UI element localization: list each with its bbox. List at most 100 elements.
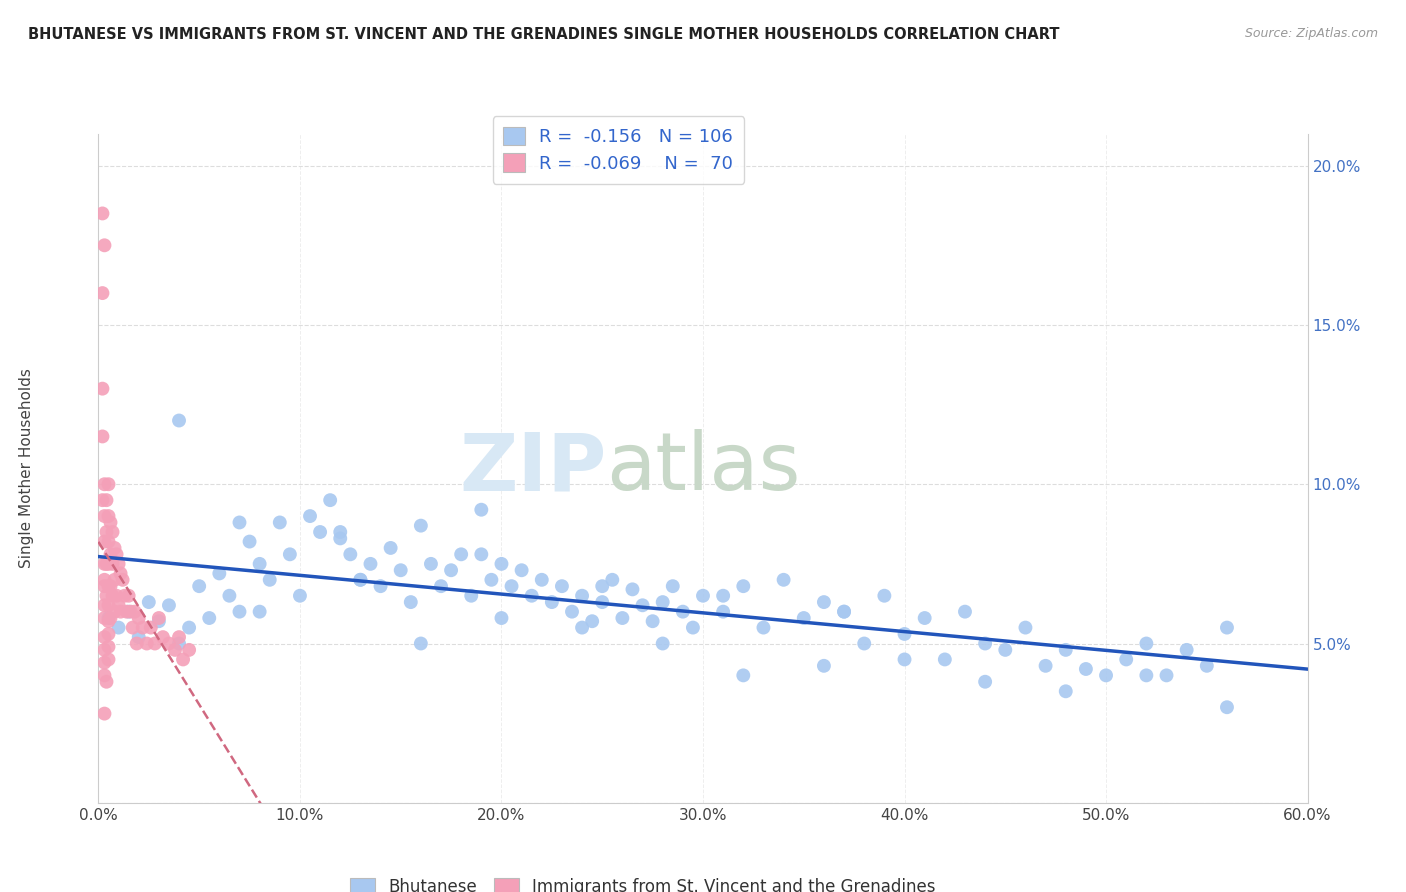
Point xyxy=(139,621,162,635)
Point xyxy=(651,595,673,609)
Point xyxy=(132,621,155,635)
Point xyxy=(107,599,129,613)
Point xyxy=(97,534,120,549)
Point xyxy=(470,502,492,516)
Point xyxy=(1054,643,1077,657)
Point xyxy=(100,611,122,625)
Point xyxy=(118,589,141,603)
Point xyxy=(179,621,201,635)
Point xyxy=(893,627,915,641)
Point xyxy=(430,579,453,593)
Point xyxy=(692,589,714,603)
Point xyxy=(228,516,250,530)
Point xyxy=(470,547,492,561)
Point xyxy=(752,621,775,635)
Point xyxy=(491,611,513,625)
Point xyxy=(97,579,120,593)
Point xyxy=(440,563,463,577)
Point xyxy=(228,605,250,619)
Point xyxy=(420,557,443,571)
Point xyxy=(100,547,122,561)
Point xyxy=(167,636,190,650)
Point xyxy=(110,566,132,581)
Point xyxy=(259,573,281,587)
Point xyxy=(733,579,755,593)
Point xyxy=(1135,668,1157,682)
Point xyxy=(561,605,583,619)
Point xyxy=(91,429,114,443)
Point xyxy=(339,547,361,561)
Point xyxy=(612,611,634,625)
Point xyxy=(581,614,603,628)
Point xyxy=(460,589,482,603)
Point xyxy=(1074,662,1097,676)
Point xyxy=(114,589,136,603)
Point xyxy=(128,630,150,644)
Point xyxy=(934,652,956,666)
Legend: Bhutanese, Immigrants from St. Vincent and the Grenadines: Bhutanese, Immigrants from St. Vincent a… xyxy=(343,871,942,892)
Point xyxy=(651,636,673,650)
Point xyxy=(641,614,664,628)
Point xyxy=(103,541,125,555)
Point xyxy=(249,557,271,571)
Point xyxy=(121,621,143,635)
Point xyxy=(148,614,170,628)
Point xyxy=(179,643,201,657)
Point xyxy=(239,534,262,549)
Point xyxy=(1095,668,1118,682)
Point xyxy=(100,516,122,530)
Point xyxy=(389,563,412,577)
Text: ZIP: ZIP xyxy=(458,429,606,508)
Point xyxy=(793,611,815,625)
Point xyxy=(101,524,124,539)
Point xyxy=(97,477,120,491)
Point xyxy=(349,573,371,587)
Point xyxy=(520,589,543,603)
Point xyxy=(501,579,523,593)
Point xyxy=(813,658,835,673)
Point xyxy=(329,532,352,546)
Point xyxy=(103,605,125,619)
Point xyxy=(97,611,120,625)
Point xyxy=(1014,621,1036,635)
Point xyxy=(399,595,422,609)
Point xyxy=(97,557,120,571)
Point xyxy=(93,557,115,571)
Point xyxy=(188,579,211,593)
Point xyxy=(96,524,118,539)
Point xyxy=(93,643,115,657)
Point xyxy=(97,599,120,613)
Point xyxy=(157,636,180,650)
Point xyxy=(143,636,166,650)
Point xyxy=(349,573,371,587)
Point xyxy=(853,636,876,650)
Point xyxy=(93,477,115,491)
Point xyxy=(93,573,115,587)
Point xyxy=(772,573,794,587)
Point xyxy=(110,605,132,619)
Point xyxy=(491,557,513,571)
Point xyxy=(120,605,142,619)
Point xyxy=(97,652,120,666)
Point xyxy=(1035,658,1057,673)
Point xyxy=(93,706,115,721)
Point xyxy=(481,573,503,587)
Point xyxy=(128,611,150,625)
Point xyxy=(105,547,128,561)
Point xyxy=(1216,621,1239,635)
Point xyxy=(672,605,695,619)
Point xyxy=(621,582,644,597)
Point xyxy=(91,382,114,396)
Point xyxy=(105,589,128,603)
Text: atlas: atlas xyxy=(606,429,800,508)
Point xyxy=(1175,643,1198,657)
Point xyxy=(288,589,311,603)
Point xyxy=(91,206,114,220)
Point xyxy=(96,557,118,571)
Point xyxy=(93,579,115,593)
Point xyxy=(974,636,997,650)
Point xyxy=(269,516,291,530)
Point xyxy=(1216,700,1239,714)
Point xyxy=(530,573,553,587)
Point xyxy=(299,509,322,524)
